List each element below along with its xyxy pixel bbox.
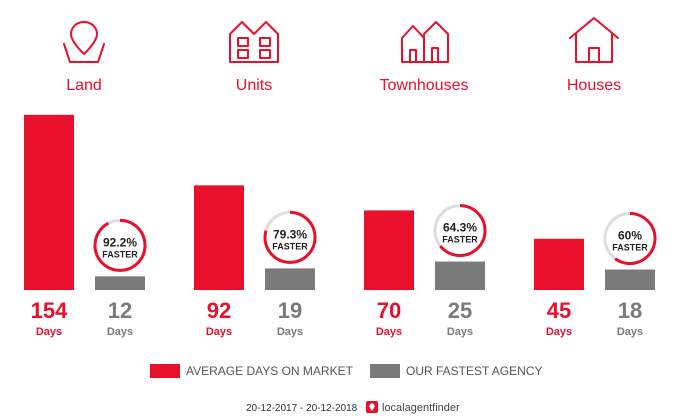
value-fastest-agency: 19 bbox=[278, 298, 302, 323]
value-average-days: 45 bbox=[547, 298, 571, 323]
legend: AVERAGE DAYS ON MARKET OUR FASTEST AGENC… bbox=[150, 364, 542, 378]
value-labels: 154 Days 12 Days 92 Days 19 Days 70 Days 25 Days 45 D… bbox=[31, 298, 644, 338]
value-fastest-agency: 25 bbox=[448, 298, 472, 323]
faster-ring: 79.3%FASTER bbox=[263, 210, 317, 264]
bar-fastest-agency bbox=[605, 269, 655, 290]
footer: 20-12-2017 - 20-12-2018 localagentfinder bbox=[246, 401, 460, 414]
value-average-days: 92 bbox=[207, 298, 231, 323]
faster-word: FASTER bbox=[442, 235, 478, 245]
ring-progress bbox=[603, 212, 657, 266]
unit-fastest-agency: Days bbox=[277, 326, 303, 338]
unit-fastest-agency: Days bbox=[617, 326, 643, 338]
bar-average-days bbox=[364, 210, 414, 290]
apartment-icon bbox=[229, 21, 279, 63]
ring-progress bbox=[433, 204, 487, 258]
unit-average-days: Days bbox=[36, 326, 62, 338]
faster-ring: 64.3%FASTER bbox=[433, 204, 487, 258]
bars bbox=[24, 114, 655, 290]
map-pin-icon bbox=[63, 21, 105, 63]
legend-swatch-fastest bbox=[370, 364, 400, 378]
category-labels: Land Units Townhouses Houses bbox=[66, 77, 621, 94]
value-average-days: 154 bbox=[31, 298, 68, 323]
faster-percent: 79.3% bbox=[273, 227, 307, 241]
bar-fastest-agency bbox=[95, 276, 145, 290]
value-average-days: 70 bbox=[377, 298, 401, 323]
ring-progress bbox=[93, 218, 147, 272]
bar-average-days bbox=[24, 114, 74, 290]
unit-fastest-agency: Days bbox=[107, 326, 133, 338]
legend-swatch-average bbox=[150, 364, 180, 378]
faster-percent: 64.3% bbox=[443, 221, 477, 235]
brand-logo-icon bbox=[366, 401, 378, 413]
category-icons bbox=[63, 17, 619, 63]
unit-fastest-agency: Days bbox=[447, 326, 473, 338]
category-label: Land bbox=[66, 77, 102, 94]
ring-progress bbox=[263, 210, 317, 264]
faster-word: FASTER bbox=[612, 243, 648, 253]
bar-average-days bbox=[534, 238, 584, 290]
unit-average-days: Days bbox=[206, 326, 232, 338]
house-icon bbox=[569, 17, 619, 63]
unit-average-days: Days bbox=[546, 326, 572, 338]
faster-ring: 60%FASTER bbox=[603, 212, 657, 266]
bar-fastest-agency bbox=[435, 261, 485, 290]
value-fastest-agency: 18 bbox=[618, 298, 642, 323]
category-label: Townhouses bbox=[380, 77, 469, 94]
unit-average-days: Days bbox=[376, 326, 402, 338]
faster-percent: 60% bbox=[618, 229, 642, 243]
category-label: Units bbox=[236, 77, 272, 94]
legend-label-average: AVERAGE DAYS ON MARKET bbox=[186, 364, 354, 378]
category-label: Houses bbox=[567, 77, 621, 94]
brand-name: localagentfinder bbox=[382, 402, 460, 414]
date-range: 20-12-2017 - 20-12-2018 bbox=[246, 403, 358, 414]
bar-average-days bbox=[194, 185, 244, 290]
bar-fastest-agency bbox=[265, 268, 315, 290]
faster-word: FASTER bbox=[272, 241, 308, 251]
faster-percent: 92.2% bbox=[103, 235, 137, 249]
faster-ring: 92.2%FASTER bbox=[93, 218, 147, 272]
legend-label-fastest: OUR FASTEST AGENCY bbox=[406, 364, 542, 378]
faster-word: FASTER bbox=[102, 249, 138, 259]
townhouse-icon bbox=[401, 21, 449, 63]
value-fastest-agency: 12 bbox=[108, 298, 132, 323]
